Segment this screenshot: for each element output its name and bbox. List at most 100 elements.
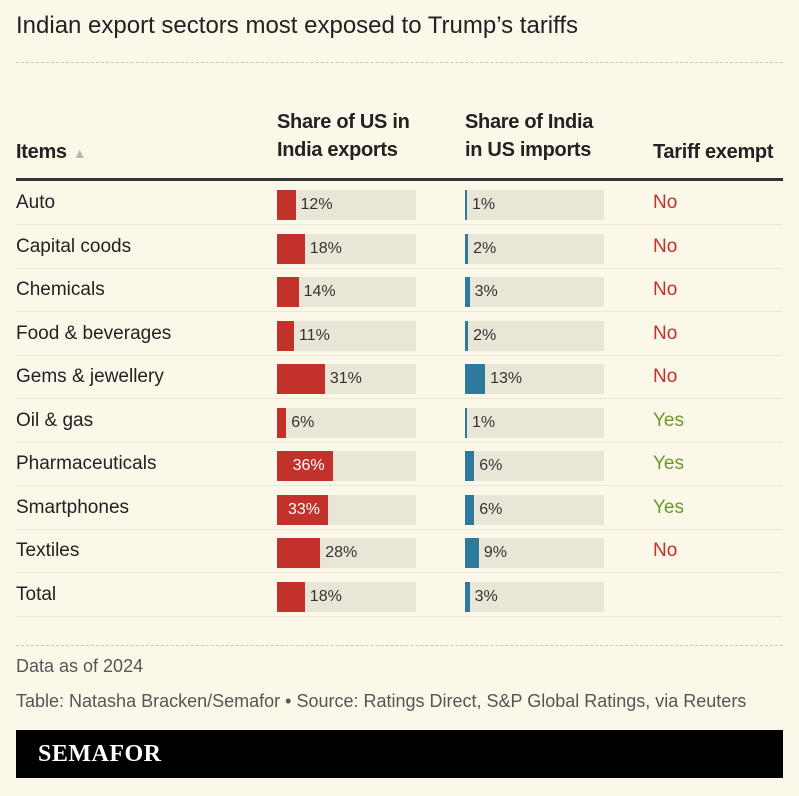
us-share-track: 31% [277,364,416,394]
tariff-exempt-value: No [653,279,678,300]
india-share-track: 1% [465,190,604,220]
us-share-track: 33% [277,494,416,525]
header-line: Share of India [465,111,594,133]
india-share-label: 6% [479,457,503,474]
table-row: Gems & jewellery 31% 13% No [16,355,783,399]
divider [16,645,783,646]
us-share-track: 28% [277,538,416,568]
table-row: Capital coods 18% 2% No [16,225,783,269]
us-share-label: 28% [325,544,358,561]
us-share-label: 18% [309,239,342,257]
india-share-bar [465,190,467,220]
table-row: Chemicals 14% 3% No [16,268,783,312]
india-share-track: 3% [465,581,604,612]
header-rule [16,178,783,181]
india-share-track: 2% [465,320,604,351]
us-share-bar [277,364,325,394]
us-share-label: 36% [292,457,325,474]
india-share-bar [465,364,486,394]
header-line: Share of US in [277,111,410,133]
us-share-bar [277,233,305,264]
us-share-bar [277,494,328,525]
us-share-bar [277,581,305,612]
us-share-bar [277,190,296,220]
header-line: India exports [277,139,398,161]
table-row: Textiles 28% 9% No [16,529,783,573]
india-share-label: 3% [474,283,498,300]
india-share-bar [465,233,469,264]
us-share-label: 18% [309,587,342,605]
sort-ascending-icon[interactable]: ▲ [72,145,87,161]
us-share-track: 18% [277,233,416,264]
us-share-label: 6% [291,413,315,431]
table-row: Total 18% 3% [16,573,783,617]
chart-title: Indian export sectors most exposed to Tr… [16,12,579,39]
column-header-us-share[interactable]: Share of US in India exports [277,108,410,164]
divider [16,62,783,63]
india-share-track: 1% [465,407,604,438]
header-line: in US imports [465,139,592,161]
india-share-bar [465,494,475,525]
india-share-track: 6% [465,451,604,481]
tariff-exempt-value: Yes [653,409,684,431]
us-share-track: 12% [277,190,416,220]
item-name: Smartphones [16,496,130,518]
item-name: Gems & jewellery [16,366,164,387]
tariff-exempt-value: No [653,322,678,344]
column-header-india-share[interactable]: Share of India in US imports [465,108,593,164]
india-share-label: 1% [472,413,496,431]
india-share-label: 2% [473,326,497,344]
item-name: Oil & gas [16,409,94,431]
india-share-label: 9% [483,544,508,561]
us-share-label: 14% [303,283,336,300]
india-share-bar [465,407,467,438]
india-share-track: 13% [465,364,604,394]
india-share-bar [465,451,475,481]
india-share-label: 6% [479,500,503,518]
tariff-exempt-value: No [653,192,678,213]
us-share-track: 14% [277,277,416,307]
india-share-bar [465,277,470,307]
semafor-logo: SEMAFOR [38,741,162,767]
india-share-label: 2% [473,239,497,257]
item-name: Capital coods [16,235,132,257]
us-share-label: 33% [287,500,320,518]
column-header-items[interactable]: Items ▲ [16,138,87,167]
source-note: Table: Natasha Bracken/Semafor • Source:… [16,691,747,711]
india-share-track: 9% [465,538,604,568]
item-name: Total [16,583,57,605]
india-share-track: 6% [465,494,604,525]
column-header-tariff-exempt[interactable]: Tariff exempt [653,141,774,163]
us-share-track: 11% [277,320,416,351]
table-row: Pharmaceuticals 36% 6% Yes [16,442,783,486]
us-share-track: 18% [277,581,416,612]
us-share-bar [277,320,294,351]
india-share-track: 3% [465,277,604,307]
india-share-bar [465,538,479,568]
table-row: Auto 12% 1% No [16,181,783,225]
table-row: Food & beverages 11% 2% No [16,312,783,356]
header-label: Items [16,141,67,163]
us-share-label: 12% [300,196,333,213]
tariff-exempt-value: Yes [653,496,684,518]
item-name: Textiles [16,540,80,561]
tariff-exempt-value: No [653,540,678,561]
us-share-bar [277,538,321,568]
tariff-exempt-value: Yes [653,453,684,474]
tariff-exempt-value: No [653,366,678,387]
us-share-bar [277,407,287,438]
india-share-label: 13% [490,370,523,387]
item-name: Chemicals [16,279,105,300]
footer-bar: SEMAFOR [16,730,783,778]
us-share-bar [277,451,333,481]
us-share-label: 11% [298,326,330,344]
india-share-bar [465,320,469,351]
india-share-label: 1% [472,196,496,213]
us-share-bar [277,277,299,307]
table-row: Smartphones 33% 6% Yes [16,486,783,530]
us-share-track: 36% [277,451,416,481]
india-share-bar [465,581,470,612]
item-name: Food & beverages [16,322,172,344]
item-name: Pharmaceuticals [16,453,157,474]
india-share-label: 3% [474,587,498,605]
